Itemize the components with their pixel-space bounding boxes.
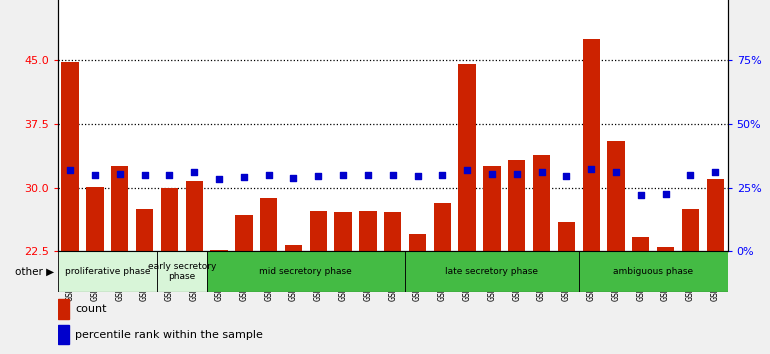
Bar <box>707 179 724 251</box>
Point <box>163 172 176 178</box>
Bar <box>608 141 624 251</box>
Bar <box>409 234 427 251</box>
Text: late secretory phase: late secretory phase <box>445 267 538 276</box>
Bar <box>136 209 153 251</box>
Point <box>287 175 300 181</box>
Bar <box>111 166 129 251</box>
Point <box>411 173 424 179</box>
Text: proliferative phase: proliferative phase <box>65 267 150 276</box>
Bar <box>359 211 377 251</box>
Point <box>461 167 474 173</box>
Point <box>238 174 250 179</box>
Point <box>114 171 126 176</box>
Bar <box>533 155 551 251</box>
Point <box>213 176 225 182</box>
Bar <box>86 187 104 251</box>
Bar <box>161 188 178 251</box>
Text: ambiguous phase: ambiguous phase <box>613 267 693 276</box>
Point <box>387 172 399 178</box>
Text: count: count <box>75 304 106 314</box>
Point <box>139 172 151 178</box>
Point <box>64 167 76 173</box>
Text: other ▶: other ▶ <box>15 267 54 277</box>
Bar <box>458 64 476 251</box>
Bar <box>285 245 302 251</box>
Text: mid secretory phase: mid secretory phase <box>259 267 352 276</box>
Point <box>89 172 101 178</box>
Bar <box>260 198 277 251</box>
Bar <box>434 203 451 251</box>
Bar <box>206 251 405 292</box>
Point <box>312 173 324 179</box>
Point <box>685 172 697 178</box>
Bar <box>582 39 600 251</box>
Bar <box>58 325 69 344</box>
Bar <box>58 299 69 319</box>
Point <box>634 193 647 198</box>
Bar <box>384 212 401 251</box>
Point <box>263 172 275 178</box>
Bar <box>579 251 728 292</box>
Point <box>709 170 721 175</box>
Bar <box>681 209 699 251</box>
Point <box>436 172 448 178</box>
Bar <box>632 237 649 251</box>
Bar <box>508 160 525 251</box>
Bar <box>334 212 352 251</box>
Bar <box>310 211 327 251</box>
Bar <box>657 247 675 251</box>
Point <box>610 170 622 175</box>
Point <box>585 166 598 171</box>
Bar <box>405 251 579 292</box>
Point <box>535 170 547 175</box>
Bar <box>557 222 575 251</box>
Point <box>188 170 200 175</box>
Point <box>561 173 573 179</box>
Point <box>337 172 350 178</box>
Point <box>659 191 671 197</box>
Bar <box>235 215 253 251</box>
Bar <box>484 166 500 251</box>
Bar <box>186 181 203 251</box>
Bar <box>58 251 157 292</box>
Point <box>362 172 374 178</box>
Text: percentile rank within the sample: percentile rank within the sample <box>75 330 263 339</box>
Bar <box>157 251 206 292</box>
Point <box>486 171 498 176</box>
Text: early secretory
phase: early secretory phase <box>148 262 216 281</box>
Bar <box>62 62 79 251</box>
Point <box>511 171 523 176</box>
